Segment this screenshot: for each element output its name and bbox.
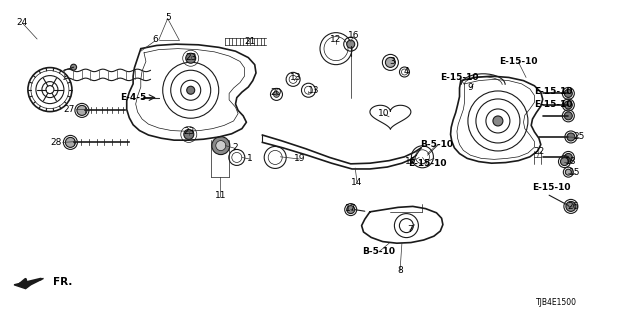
Text: 20: 20 [271, 88, 282, 97]
Text: 13: 13 [308, 86, 319, 95]
Text: E-15-10: E-15-10 [534, 87, 573, 96]
Text: 16: 16 [348, 31, 359, 40]
Circle shape [273, 92, 280, 97]
Text: 4: 4 [404, 67, 409, 76]
Text: 21: 21 [244, 37, 255, 46]
Circle shape [493, 116, 503, 126]
Circle shape [70, 64, 77, 70]
Text: 19: 19 [405, 157, 417, 166]
Text: B-5-10: B-5-10 [420, 140, 453, 149]
Text: 10: 10 [378, 109, 390, 118]
Circle shape [564, 153, 572, 161]
Text: E-15-10: E-15-10 [499, 57, 538, 66]
Circle shape [564, 112, 572, 120]
Circle shape [216, 140, 226, 151]
Text: 3: 3 [389, 57, 394, 66]
Text: 28: 28 [51, 138, 62, 147]
Circle shape [77, 105, 87, 116]
Circle shape [347, 206, 355, 214]
Circle shape [564, 89, 572, 97]
Text: E-15-10: E-15-10 [408, 159, 447, 168]
Text: 11: 11 [215, 191, 227, 200]
Text: B-5-10: B-5-10 [362, 247, 396, 256]
Text: 7: 7 [407, 225, 412, 234]
Circle shape [186, 53, 196, 63]
Text: 24: 24 [17, 18, 28, 27]
Circle shape [567, 133, 575, 141]
Text: 17: 17 [345, 204, 356, 213]
Polygon shape [14, 278, 44, 289]
Text: FR.: FR. [53, 277, 72, 287]
Text: 26: 26 [567, 202, 579, 211]
Text: E-15-10: E-15-10 [534, 100, 573, 109]
Text: 27: 27 [63, 105, 75, 114]
Circle shape [347, 40, 355, 48]
Text: TJB4E1500: TJB4E1500 [536, 298, 577, 307]
Circle shape [565, 169, 572, 175]
Text: 23: 23 [185, 53, 196, 62]
Text: 14: 14 [351, 178, 363, 187]
Circle shape [385, 57, 396, 68]
Text: 5: 5 [165, 13, 170, 22]
Text: 13: 13 [290, 73, 301, 82]
Text: 9: 9 [468, 83, 473, 92]
Circle shape [561, 157, 568, 166]
Circle shape [187, 86, 195, 94]
Text: 6: 6 [152, 36, 157, 44]
Text: 1: 1 [247, 154, 252, 163]
Circle shape [184, 129, 194, 140]
Text: E-4-5: E-4-5 [120, 93, 147, 102]
Text: 18: 18 [565, 157, 577, 166]
Text: 23: 23 [183, 127, 195, 136]
Text: 22: 22 [533, 147, 545, 156]
Text: 12: 12 [330, 35, 342, 44]
Circle shape [65, 137, 76, 148]
Text: E-15-10: E-15-10 [532, 183, 571, 192]
Text: E-15-10: E-15-10 [440, 73, 479, 82]
Text: 2: 2 [233, 143, 238, 152]
Text: 19: 19 [294, 154, 305, 163]
Text: 25: 25 [573, 132, 585, 141]
Text: 15: 15 [569, 168, 580, 177]
Circle shape [212, 137, 230, 155]
Circle shape [566, 201, 576, 212]
Text: 8: 8 [397, 266, 403, 275]
Circle shape [564, 101, 572, 109]
